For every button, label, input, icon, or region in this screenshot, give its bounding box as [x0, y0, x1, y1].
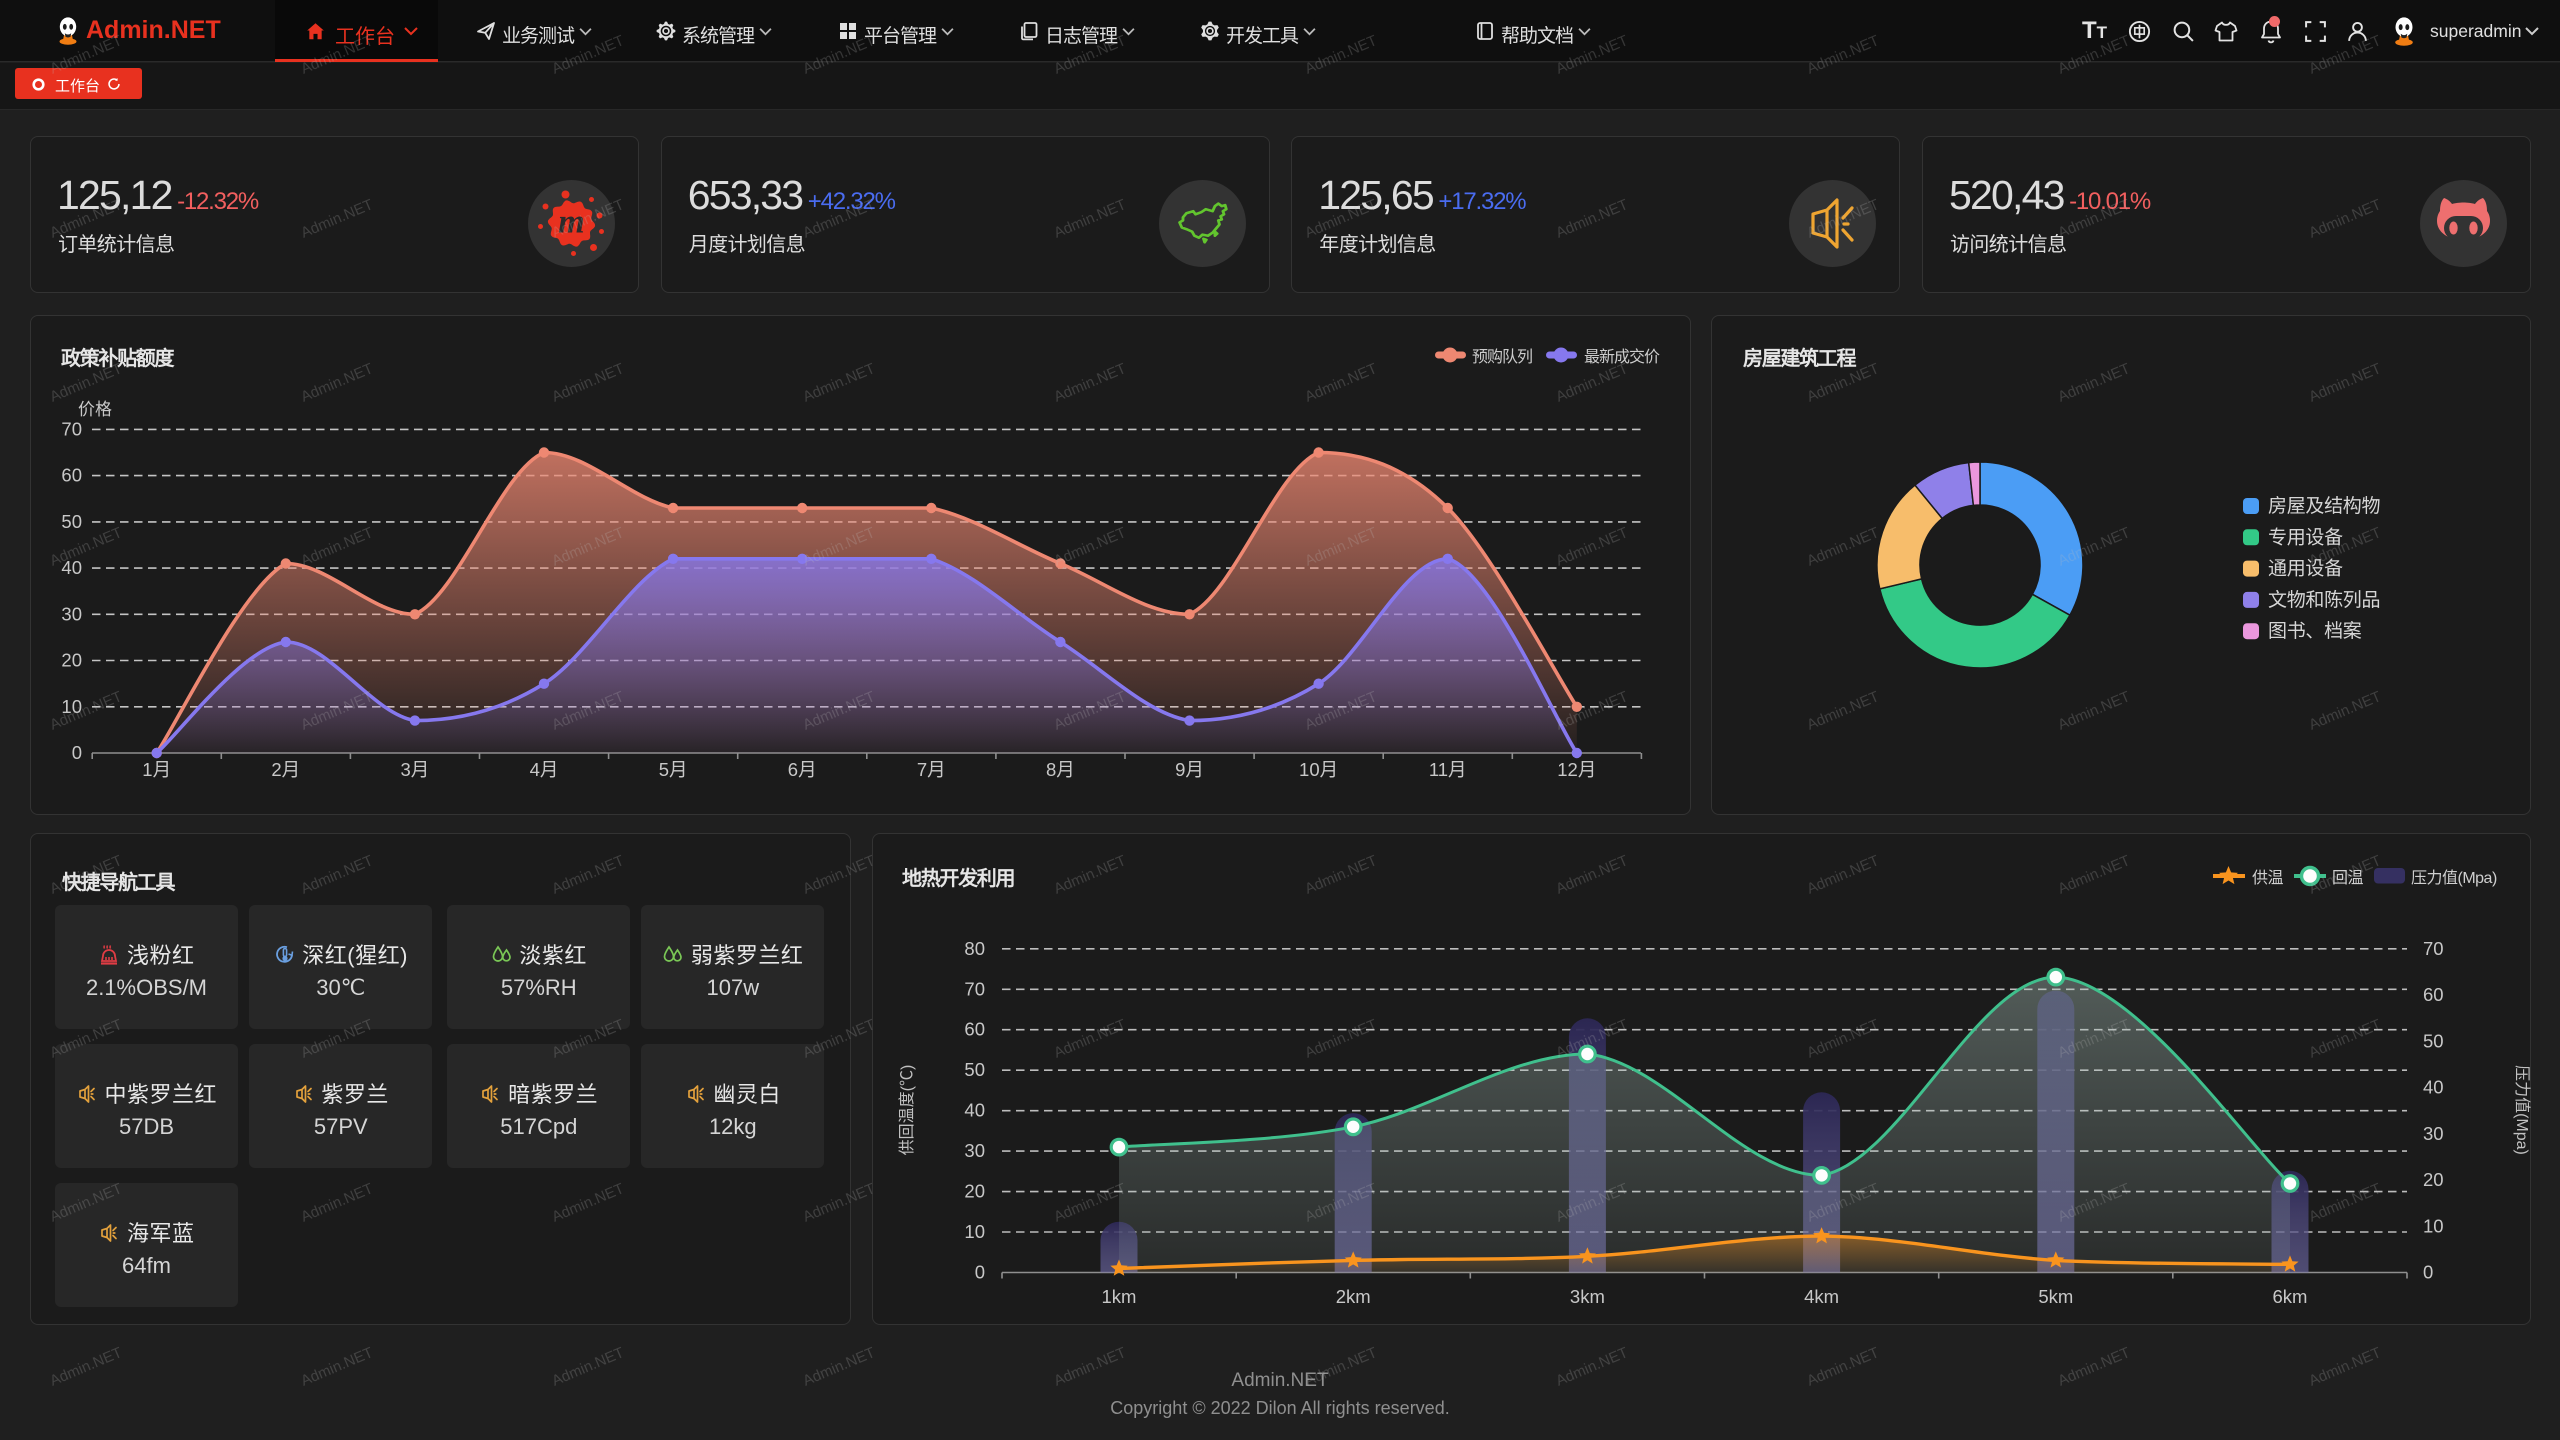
svg-text:供温: 供温	[2252, 869, 2284, 887]
svg-text:50: 50	[2423, 1030, 2444, 1051]
svg-text:4km: 4km	[1804, 1286, 1839, 1307]
svg-text:30: 30	[964, 1140, 985, 1161]
svg-text:50: 50	[61, 511, 82, 532]
svg-text:40: 40	[2423, 1077, 2444, 1098]
svg-text:价格: 价格	[78, 400, 112, 419]
svg-text:房屋建筑工程: 房屋建筑工程	[1743, 346, 1857, 370]
svg-text:10: 10	[61, 696, 82, 717]
svg-text:通用设备: 通用设备	[2268, 558, 2343, 580]
svg-text:0: 0	[2423, 1262, 2433, 1283]
svg-text:预购队列: 预购队列	[1472, 348, 1532, 366]
svg-text:7月: 7月	[917, 759, 946, 780]
svg-text:3月: 3月	[401, 759, 430, 780]
svg-text:1km: 1km	[1102, 1286, 1137, 1307]
svg-text:压力值(Mpa): 压力值(Mpa)	[2513, 1065, 2531, 1155]
svg-text:10: 10	[2423, 1215, 2444, 1236]
svg-text:10月: 10月	[1299, 759, 1338, 780]
svg-text:8月: 8月	[1046, 759, 1075, 780]
svg-text:2月: 2月	[271, 759, 300, 780]
svg-text:文物和陈列品: 文物和陈列品	[2268, 589, 2380, 611]
svg-text:11月: 11月	[1429, 759, 1467, 780]
svg-text:0: 0	[975, 1262, 985, 1283]
svg-text:9月: 9月	[1175, 759, 1204, 780]
svg-text:6月: 6月	[788, 759, 817, 780]
svg-text:1月: 1月	[142, 759, 171, 780]
svg-text:0: 0	[72, 742, 82, 763]
svg-text:供回温度(℃): 供回温度(℃)	[898, 1065, 916, 1156]
svg-text:50: 50	[964, 1059, 985, 1080]
svg-text:30: 30	[61, 603, 82, 624]
svg-text:60: 60	[964, 1019, 985, 1040]
svg-text:5km: 5km	[2038, 1286, 2073, 1307]
svg-text:70: 70	[964, 978, 985, 999]
svg-text:60: 60	[61, 465, 82, 486]
svg-text:10: 10	[964, 1221, 985, 1242]
svg-text:40: 40	[964, 1100, 985, 1121]
svg-text:4月: 4月	[530, 759, 559, 780]
svg-text:20: 20	[61, 650, 82, 671]
svg-text:20: 20	[2423, 1169, 2444, 1190]
svg-text:6km: 6km	[2273, 1286, 2308, 1307]
svg-text:12月: 12月	[1557, 759, 1596, 780]
svg-text:专用设备: 专用设备	[2268, 526, 2343, 548]
svg-text:地热开发利用: 地热开发利用	[902, 866, 1015, 890]
svg-text:70: 70	[2423, 938, 2444, 959]
svg-text:40: 40	[61, 557, 82, 578]
svg-text:3km: 3km	[1570, 1286, 1605, 1307]
svg-text:回温: 回温	[2332, 869, 2364, 887]
svg-text:最新成交价: 最新成交价	[1584, 348, 1660, 366]
svg-text:30: 30	[2423, 1123, 2444, 1144]
svg-text:20: 20	[964, 1181, 985, 1202]
svg-text:5月: 5月	[659, 759, 688, 780]
svg-text:图书、档案: 图书、档案	[2268, 620, 2362, 642]
svg-text:压力值(Mpa): 压力值(Mpa)	[2411, 869, 2497, 887]
svg-text:政策补贴额度: 政策补贴额度	[61, 346, 175, 370]
svg-text:房屋及结构物: 房屋及结构物	[2268, 495, 2381, 517]
svg-text:60: 60	[2423, 984, 2444, 1005]
svg-text:2km: 2km	[1336, 1286, 1371, 1307]
svg-text:m: m	[558, 203, 584, 240]
svg-text:80: 80	[964, 938, 985, 959]
svg-text:70: 70	[61, 418, 82, 439]
